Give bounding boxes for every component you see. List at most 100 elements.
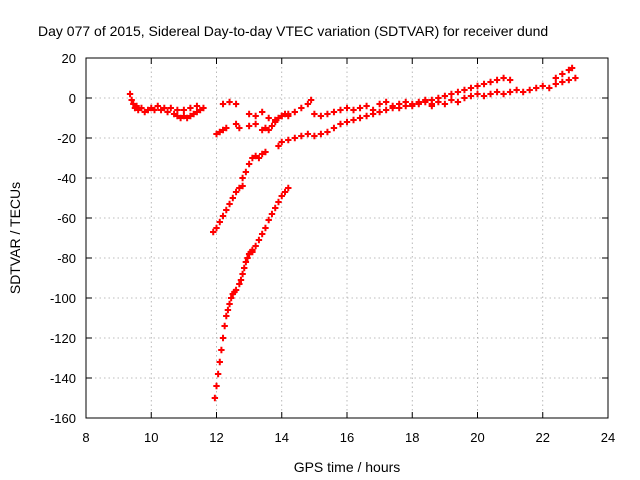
y-tick-label: -140	[50, 371, 76, 386]
data-point	[133, 102, 140, 110]
data-point	[363, 102, 370, 110]
data-point	[493, 76, 501, 84]
data-series	[249, 184, 292, 256]
data-point	[210, 228, 217, 236]
data-point	[183, 114, 191, 122]
data-point	[135, 106, 142, 114]
data-point	[278, 138, 285, 146]
x-axis-ticks: 8 10 12 14 16 18 20 22 24	[82, 58, 615, 445]
data-point	[461, 94, 468, 102]
data-point	[193, 102, 201, 110]
data-point	[559, 70, 566, 78]
data-point	[249, 154, 256, 162]
data-point	[224, 306, 232, 314]
data-point	[317, 112, 325, 120]
data-point	[239, 174, 246, 182]
data-point	[265, 126, 272, 134]
data-point	[232, 100, 240, 108]
data-point	[493, 88, 501, 96]
chart-title: Day 077 of 2015, Sidereal Day-to-day VTE…	[38, 23, 548, 39]
data-point	[258, 108, 266, 116]
data-point	[239, 182, 246, 190]
data-point	[415, 98, 422, 106]
data-point	[376, 108, 383, 116]
data-point	[262, 224, 269, 232]
data-point	[291, 108, 298, 116]
x-axis-label: GPS time / hours	[294, 459, 401, 475]
data-point	[232, 188, 240, 196]
data-point	[369, 110, 377, 118]
data-point	[396, 104, 403, 112]
data-point	[382, 106, 390, 114]
data-point	[242, 258, 250, 266]
data-point	[154, 102, 161, 110]
data-point	[244, 254, 251, 262]
data-point	[245, 160, 253, 168]
data-series	[211, 246, 256, 402]
y-tick-label: -80	[57, 251, 76, 266]
data-point	[422, 96, 429, 104]
data-series	[126, 90, 207, 122]
data-point	[242, 168, 250, 176]
data-point	[311, 132, 318, 140]
data-point	[218, 346, 225, 354]
data-point	[304, 130, 312, 138]
data-point	[324, 128, 331, 136]
data-points	[126, 64, 579, 402]
data-point	[226, 300, 233, 308]
data-point	[272, 118, 279, 126]
data-point	[187, 112, 194, 120]
x-tick-label: 14	[275, 430, 289, 445]
data-point	[343, 118, 351, 126]
data-point	[281, 188, 289, 196]
data-point	[409, 100, 416, 108]
data-point	[227, 294, 235, 302]
data-point	[330, 108, 338, 116]
data-point	[435, 98, 442, 106]
data-point	[164, 108, 171, 116]
y-axis-label: SDTVAR / TECUs	[7, 182, 23, 294]
data-point	[546, 84, 553, 92]
data-point	[559, 78, 566, 86]
y-tick-label: 20	[62, 51, 76, 66]
y-tick-label: -120	[50, 331, 76, 346]
data-point	[268, 122, 276, 130]
data-point	[219, 334, 227, 342]
data-point	[441, 100, 449, 108]
data-point	[180, 106, 188, 114]
data-point	[275, 198, 282, 206]
data-point	[506, 76, 514, 84]
data-point	[317, 130, 325, 138]
data-point	[252, 242, 259, 250]
data-point	[241, 264, 248, 272]
data-point	[232, 286, 240, 294]
data-point	[402, 102, 409, 110]
data-point	[219, 100, 227, 108]
data-point	[216, 358, 223, 366]
data-point	[526, 86, 533, 94]
data-point	[552, 80, 559, 88]
data-point	[298, 132, 305, 140]
data-point	[138, 104, 145, 112]
data-point	[356, 114, 364, 122]
data-point	[200, 104, 207, 112]
data-point	[285, 136, 292, 144]
data-point	[258, 126, 266, 134]
data-point	[128, 96, 135, 104]
data-point	[151, 106, 158, 114]
data-point	[500, 90, 507, 98]
data-point	[281, 110, 289, 118]
data-point	[221, 322, 228, 330]
data-point	[337, 106, 344, 114]
data-point	[216, 218, 223, 226]
data-point	[461, 86, 468, 94]
data-point	[291, 134, 298, 142]
data-point	[500, 74, 507, 82]
data-point	[487, 90, 494, 98]
data-point	[519, 88, 527, 96]
data-point	[572, 74, 579, 82]
data-point	[258, 150, 266, 158]
data-point	[223, 312, 230, 320]
data-point	[236, 184, 243, 192]
